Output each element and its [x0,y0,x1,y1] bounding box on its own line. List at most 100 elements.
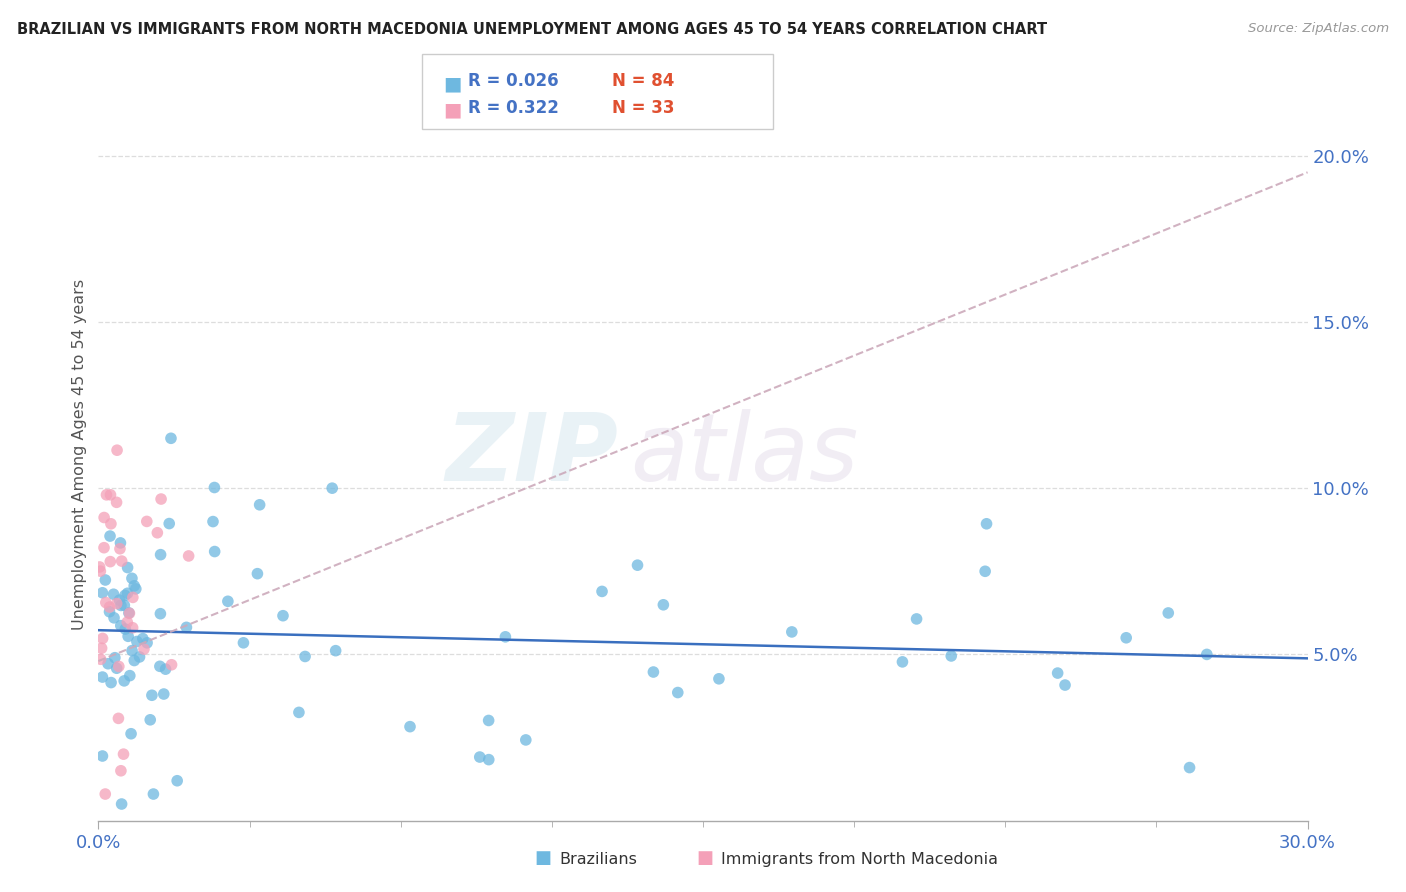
Point [122,654,145,668]
Point [111,554,134,568]
Point [121,643,143,657]
Point [107,711,129,725]
Point [128,649,150,664]
Point [118,668,141,682]
Point [1195,648,1218,662]
Text: atlas: atlas [630,409,859,500]
Point [160,431,183,445]
Point [94,595,117,609]
Point [89,560,111,574]
Point [135,515,157,529]
Point [271,608,294,623]
Point [136,636,159,650]
Point [96,488,118,502]
Point [112,673,135,688]
Text: Source: ZipAtlas.com: Source: ZipAtlas.com [1249,22,1389,36]
Point [105,597,128,611]
Text: Brazilians: Brazilians [560,852,637,867]
Point [110,797,132,811]
Point [117,560,139,574]
Point [94,573,117,587]
Point [93,541,115,555]
Point [515,733,537,747]
Point [110,764,132,778]
Point [91,586,114,600]
Point [132,642,155,657]
Point [98,529,121,543]
Point [478,714,501,728]
Point [121,621,143,635]
Point [246,566,269,581]
Point [117,629,139,643]
Point [118,606,141,620]
Point [478,753,501,767]
Point [91,670,114,684]
Text: R = 0.322: R = 0.322 [468,99,560,117]
Point [149,659,172,673]
Point [780,624,803,639]
Point [89,564,111,578]
Point [108,659,131,673]
Point [468,750,491,764]
Point [232,636,254,650]
Point [91,632,114,646]
Point [176,620,198,634]
Point [149,548,172,562]
Point [139,713,162,727]
Text: ■: ■ [443,74,461,93]
Point [121,591,143,605]
Text: N = 84: N = 84 [612,72,673,90]
Point [217,594,239,608]
Point [321,481,343,495]
Point [150,491,173,506]
Point [100,516,122,531]
Point [941,648,963,663]
Point [118,606,141,620]
Point [125,634,148,648]
Point [112,599,135,613]
Point [97,657,120,671]
Point [155,662,177,676]
Point [157,516,180,531]
Point [104,650,127,665]
Point [103,611,125,625]
Point [110,599,132,613]
Point [643,665,665,679]
Point [142,787,165,801]
Point [249,498,271,512]
Point [152,687,174,701]
Point [976,516,998,531]
Point [120,727,142,741]
Point [652,598,675,612]
Text: ■: ■ [696,849,713,867]
Point [94,787,117,801]
Text: BRAZILIAN VS IMMIGRANTS FROM NORTH MACEDONIA UNEMPLOYMENT AMONG AGES 45 TO 54 YE: BRAZILIAN VS IMMIGRANTS FROM NORTH MACED… [17,22,1047,37]
Point [110,618,132,632]
Point [891,655,914,669]
Point [905,612,928,626]
Text: ■: ■ [534,849,551,867]
Point [98,605,121,619]
Point [100,488,122,502]
Point [121,571,143,585]
Point [117,586,139,600]
Point [114,589,136,603]
Point [105,661,128,675]
Point [160,657,183,672]
Point [201,515,224,529]
Point [141,688,163,702]
Point [98,600,121,615]
Point [1178,761,1201,775]
Point [399,720,422,734]
Point [103,587,125,601]
Point [1046,666,1069,681]
Point [294,649,316,664]
Point [91,749,114,764]
Y-axis label: Unemployment Among Ages 45 to 54 years: Unemployment Among Ages 45 to 54 years [72,279,87,631]
Point [90,641,112,656]
Point [591,584,613,599]
Point [204,481,226,495]
Point [1115,631,1137,645]
Point [177,549,200,563]
Point [1054,678,1077,692]
